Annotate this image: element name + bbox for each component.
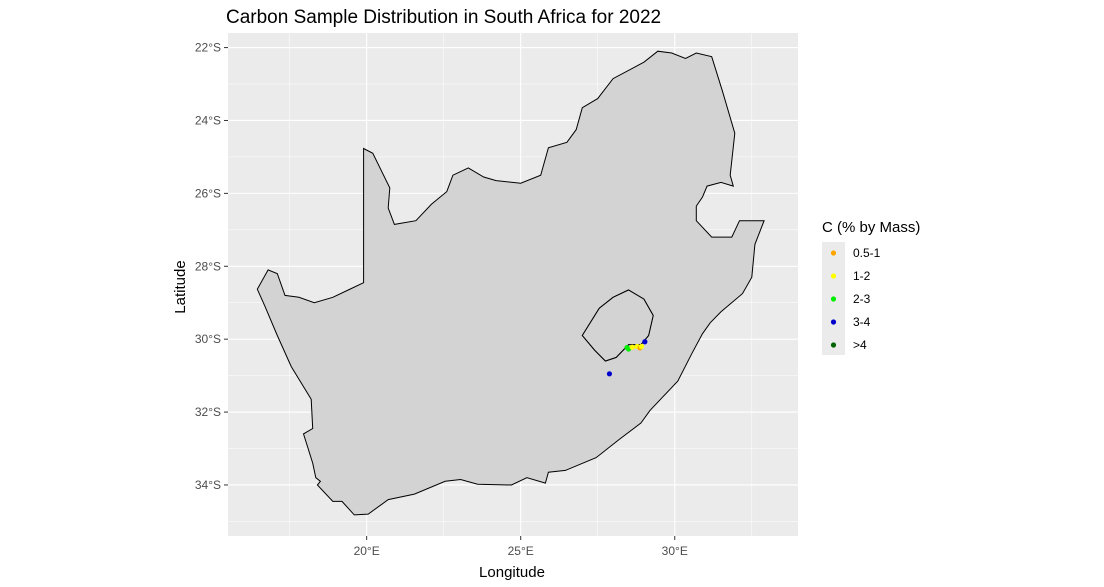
y-tick-label: 26°S [195, 186, 221, 200]
y-tick-label: 32°S [195, 405, 221, 419]
data-point [638, 343, 645, 350]
data-point [642, 339, 648, 345]
y-tick-label: 28°S [195, 259, 221, 273]
legend-key [830, 273, 837, 279]
legend-label: 1-2 [853, 269, 871, 283]
y-tick-label: 24°S [195, 113, 221, 127]
y-tick-label: 22°S [195, 41, 221, 55]
legend-key [830, 250, 837, 256]
sample-points [606, 339, 648, 377]
legend-label: 0.5-1 [853, 246, 881, 260]
data-point [606, 371, 613, 377]
chart-title: Carbon Sample Distribution in South Afri… [226, 7, 661, 28]
legend-key [830, 342, 837, 348]
enclave-outline [581, 289, 654, 362]
x-axis: 20°E 25°E 30°E [354, 536, 688, 558]
legend-title: C (% by Mass) [822, 219, 920, 236]
x-axis-title: Longitude [479, 564, 545, 581]
legend-label: >4 [853, 338, 867, 352]
legend-key [830, 296, 837, 302]
y-tick-label: 34°S [195, 478, 221, 492]
legend-label: 3-4 [853, 315, 871, 329]
data-point [629, 344, 635, 350]
map-land [256, 50, 765, 516]
legend-key [830, 319, 837, 325]
x-tick-label: 30°E [662, 544, 688, 558]
x-tick-label: 25°E [508, 544, 534, 558]
x-tick-label: 20°E [354, 544, 380, 558]
legend-label: 2-3 [853, 292, 871, 306]
y-axis-title: Latitude [172, 260, 189, 313]
y-axis: 22°S 24°S 26°S 28°S 30°S 32°S 34°S [195, 41, 228, 492]
legend: C (% by Mass) 0.5-1 1-2 2-3 3-4 >4 [822, 219, 920, 355]
y-tick-label: 30°S [195, 332, 221, 346]
